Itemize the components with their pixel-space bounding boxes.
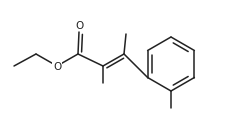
Text: O: O <box>76 21 84 31</box>
Text: O: O <box>53 61 61 71</box>
